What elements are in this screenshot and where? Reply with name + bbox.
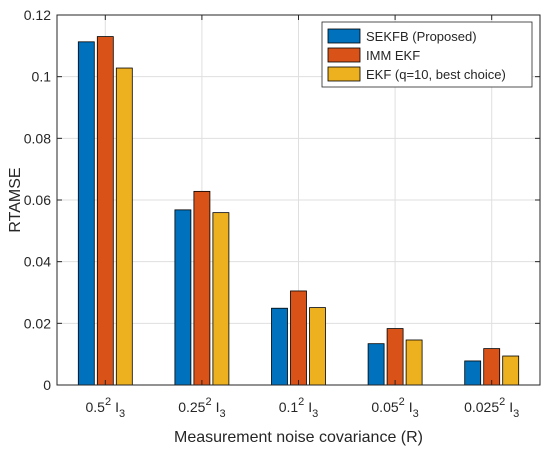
x-tick-label: 0.0252 I3: [464, 396, 519, 420]
legend-entry: SEKFB (Proposed): [366, 29, 477, 44]
y-tick-label: 0.04: [24, 254, 51, 270]
bar: [271, 307, 288, 386]
bar: [386, 328, 404, 386]
y-tick-label: 0.08: [24, 130, 51, 146]
y-tick-label: 0: [43, 377, 51, 393]
legend-entry: IMM EKF: [366, 48, 420, 63]
bar: [212, 212, 230, 386]
x-tick-label: 0.052 I3: [371, 396, 418, 420]
y-tick-label: 0.02: [24, 315, 51, 331]
x-tick-label: 0.12 I3: [279, 396, 319, 420]
bar: [464, 360, 482, 386]
legend-swatch: [327, 66, 361, 82]
bar: [483, 348, 501, 386]
y-tick-label: 0.1: [32, 69, 52, 85]
y-tick-label: 0.06: [24, 192, 51, 208]
legend-swatch: [327, 28, 361, 44]
y-ticks: 0 0.02 0.04 0.06 0.08 0.1 0.12: [24, 7, 540, 393]
y-axis-label: RTAMSE: [7, 167, 24, 232]
bar: [174, 209, 192, 386]
bars: [77, 36, 520, 386]
y-tick-label: 0.12: [24, 7, 51, 23]
x-ticks: 0.52 I3 0.252 I3 0.12 I3 0.052 I3 0.0252 I3: [85, 15, 519, 420]
bar: [96, 36, 114, 386]
bar: [309, 307, 326, 386]
legend-entry: EKF (q=10, best choice): [366, 67, 506, 82]
bar: [290, 290, 307, 386]
legend: SEKFB (Proposed) IMM EKF EKF (q=10, best c…: [321, 21, 533, 88]
x-tick-label: 0.252 I3: [178, 396, 225, 420]
bar: [193, 190, 211, 386]
bar: [115, 67, 133, 386]
x-tick-label: 0.52 I3: [85, 396, 125, 420]
bar: [502, 355, 520, 386]
bar: [77, 41, 95, 386]
x-axis-label: Measurement noise covariance (R): [174, 429, 423, 446]
bar: [405, 339, 423, 386]
bar: [367, 343, 385, 386]
legend-swatch: [327, 47, 361, 63]
